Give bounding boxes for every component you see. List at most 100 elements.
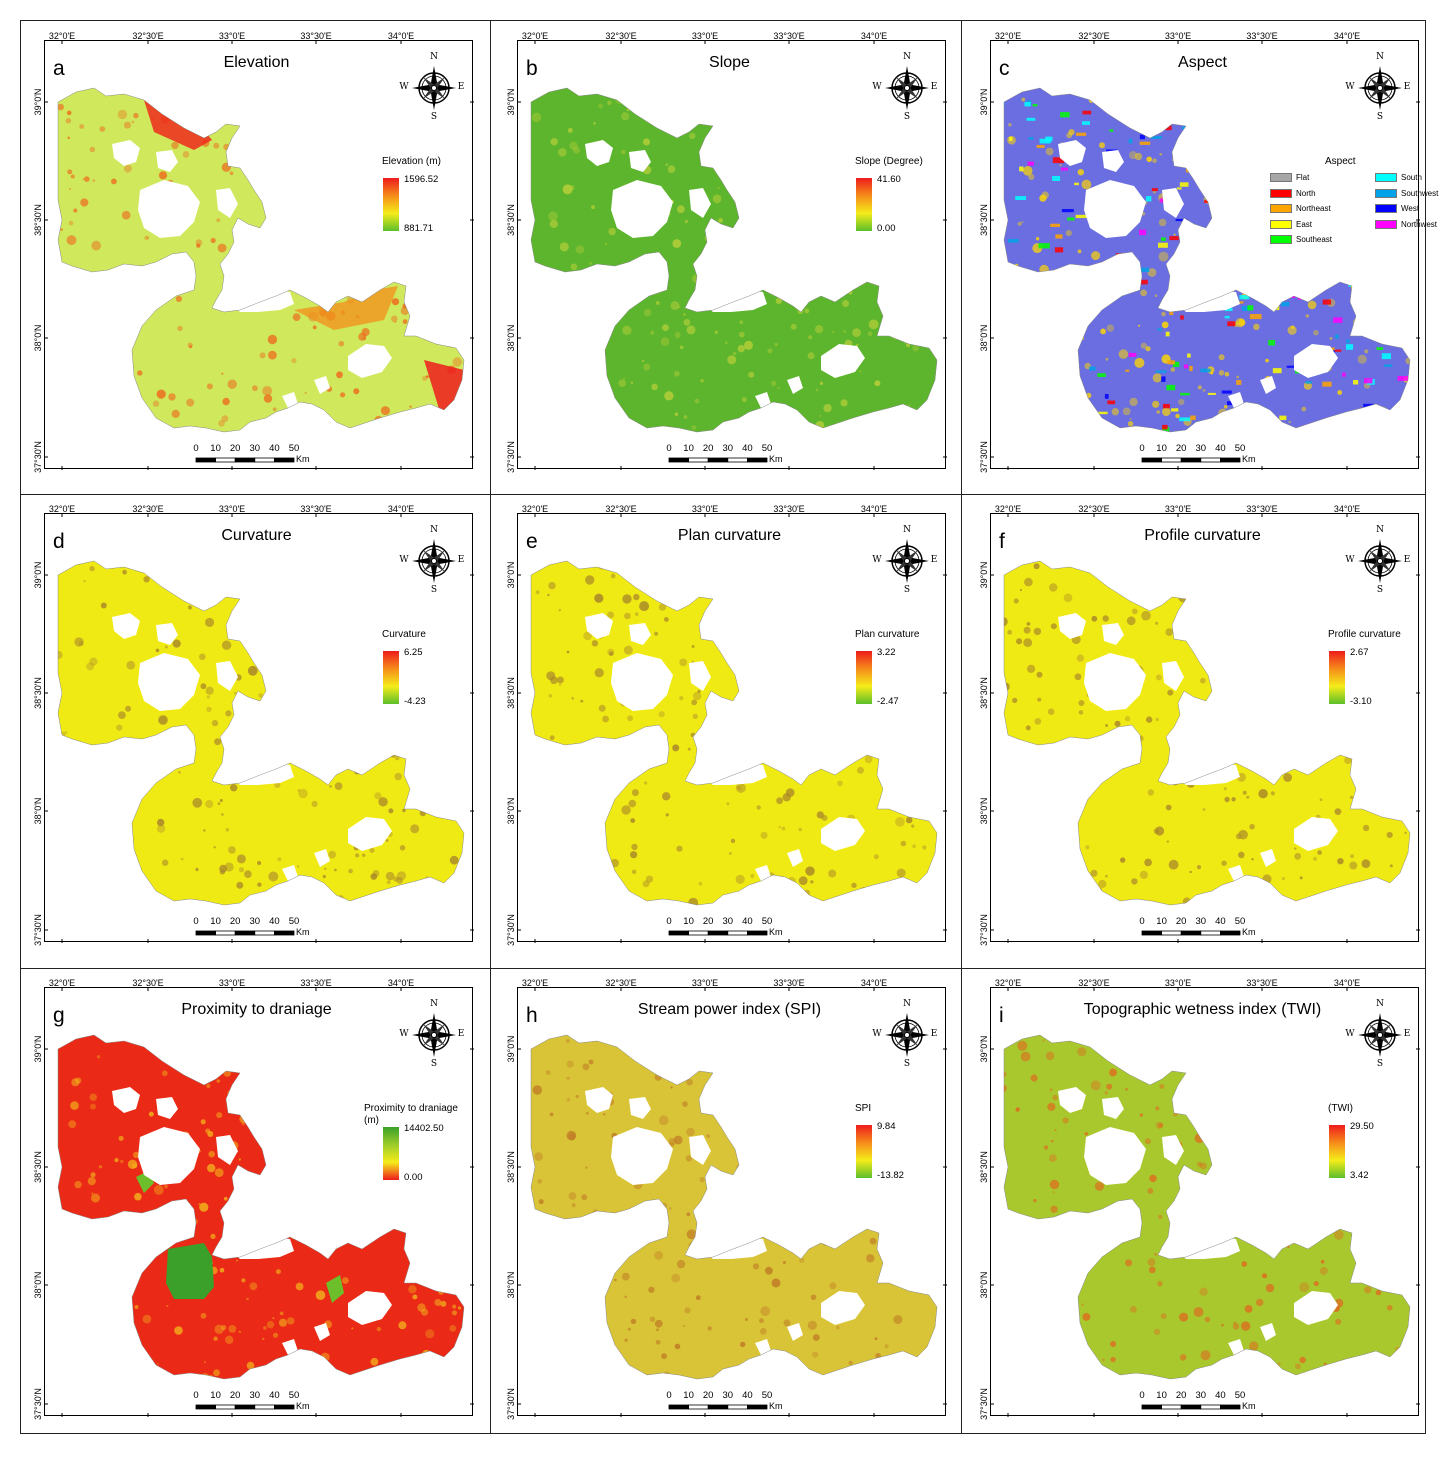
lon-tick-label: 32°0'E: [48, 978, 76, 988]
scale-label: 0: [666, 916, 672, 927]
compass-letter-e: E: [457, 555, 465, 565]
legend-swatch: [1375, 219, 1397, 229]
compass-letter-s: S: [903, 112, 911, 122]
lat-tick-label: 37°30'N: [979, 1388, 989, 1420]
lon-tick-label: 32°0'E: [521, 978, 549, 988]
scale-label: 30: [722, 1390, 734, 1401]
scale-bar: [668, 457, 768, 463]
panel-title: Aspect: [1178, 54, 1227, 71]
lon-tick-label: 32°30'E: [132, 31, 164, 41]
scale-label: 30: [249, 916, 261, 927]
legend-max-value: 3.22: [877, 647, 896, 658]
map-frame: [990, 987, 1419, 1416]
lat-tick-label: 38°0'N: [33, 324, 43, 352]
lon-tick-label: 32°30'E: [605, 978, 637, 988]
lon-tick-label: 34°0'E: [860, 504, 888, 514]
legend-title: Elevation (m): [382, 156, 441, 167]
scale-label: 10: [683, 916, 694, 927]
compass-letter-n: N: [903, 525, 911, 535]
compass-letter-w: W: [399, 82, 409, 92]
legend-swatch: [1375, 188, 1397, 198]
map-panel-i: 32°0'E 32°30'E 33°0'E 33°30'E 34°0'E 39°0'N 38…: [979, 978, 1444, 1458]
lat-tick-label: 39°0'N: [33, 561, 43, 589]
scale-unit: Km: [296, 454, 310, 464]
scale-label: 50: [288, 443, 300, 454]
scale-label: 50: [1234, 443, 1246, 454]
legend-swatch: [1375, 204, 1397, 213]
scale-unit: Km: [1242, 1401, 1256, 1411]
scale-unit: Km: [296, 1401, 310, 1411]
legend-color-ramp: [1329, 1125, 1345, 1178]
legend-swatch: [1270, 235, 1292, 244]
scale-label: 30: [1195, 443, 1207, 454]
scale-label: 40: [269, 1390, 280, 1401]
scale-label: 10: [1156, 916, 1167, 927]
compass-letter-e: E: [457, 82, 465, 92]
panel-title: Stream power index (SPI): [637, 1001, 822, 1018]
map-panel-g: 32°0'E 32°30'E 33°0'E 33°30'E 34°0'E 39°0'N 38…: [33, 978, 515, 1458]
lon-tick-label: 32°30'E: [1078, 31, 1110, 41]
legend-item-north: North: [1270, 188, 1316, 198]
north-arrow-icon: [412, 539, 456, 583]
legend-min-value: -4.23: [404, 696, 426, 707]
panel-letter: d: [53, 530, 65, 553]
compass-letter-e: E: [930, 555, 938, 565]
scale-unit: Km: [1242, 927, 1256, 937]
lat-tick-label: 37°30'N: [979, 441, 989, 473]
lat-tick-label: 38°0'N: [33, 797, 43, 825]
legend-item-south: South: [1375, 173, 1422, 182]
scale-bar: [1141, 457, 1241, 463]
legend-max-value: 29.50: [1350, 1121, 1374, 1132]
lon-tick-label: 32°30'E: [132, 978, 164, 988]
compass-letter-s: S: [430, 112, 438, 122]
map-panel-c: 32°0'E 32°30'E 33°0'E 33°30'E 34°0'E 39°0'N 38…: [979, 31, 1444, 511]
legend-label: Flat: [1296, 173, 1310, 182]
scale-label: 40: [1215, 916, 1226, 927]
lat-tick-label: 38°0'N: [506, 324, 516, 352]
legend-item-west: West: [1375, 204, 1419, 213]
lat-tick-label: 39°0'N: [506, 1035, 516, 1063]
panel-letter: i: [999, 1004, 1004, 1027]
study-area-raster: [58, 88, 464, 432]
scale-label: 20: [702, 1390, 714, 1401]
compass-letter-e: E: [1403, 82, 1411, 92]
north-arrow-icon: [1358, 539, 1402, 583]
scale-unit: Km: [769, 454, 783, 464]
lat-tick-label: 39°0'N: [979, 1035, 989, 1063]
lon-tick-label: 33°0'E: [691, 504, 719, 514]
lon-tick-label: 33°0'E: [218, 31, 246, 41]
legend-min-value: 3.42: [1350, 1170, 1369, 1181]
legend-item-northeast: Northeast: [1270, 204, 1331, 213]
panel-letter: e: [526, 530, 538, 553]
legend-item-northwest: Northwest: [1375, 219, 1437, 229]
map-frame: [44, 987, 473, 1416]
map-svg: [517, 513, 947, 943]
map-panel-b: 32°0'E 32°30'E 33°0'E 33°30'E 34°0'E 39°0'N 38…: [506, 31, 988, 511]
lon-tick-label: 32°0'E: [48, 31, 76, 41]
scale-unit: Km: [769, 1401, 783, 1411]
scale-label: 50: [288, 916, 300, 927]
lon-tick-label: 32°30'E: [605, 31, 637, 41]
legend-item-flat: Flat: [1270, 173, 1309, 182]
lon-tick-label: 32°0'E: [994, 31, 1022, 41]
legend-max-value: 9.84: [877, 1121, 896, 1132]
panel-divider: [490, 20, 491, 1434]
panel-title: Curvature: [221, 527, 292, 544]
study-area-raster: [531, 1035, 937, 1379]
compass-letter-s: S: [430, 1059, 438, 1069]
lat-tick-label: 38°0'N: [506, 797, 516, 825]
lat-tick-label: 38°30'N: [33, 1151, 43, 1183]
compass-letter-w: W: [1345, 1029, 1355, 1039]
map-frame: [990, 40, 1419, 469]
legend-swatch: [1375, 173, 1397, 182]
lon-tick-label: 34°0'E: [860, 31, 888, 41]
scale-label: 0: [193, 443, 199, 454]
compass-letter-n: N: [1376, 52, 1384, 62]
scale-label: 0: [1139, 916, 1145, 927]
lon-tick-label: 33°0'E: [218, 978, 246, 988]
scale-label: 30: [249, 1390, 261, 1401]
legend-item-southwest: Southwest: [1375, 188, 1438, 198]
map-panel-h: 32°0'E 32°30'E 33°0'E 33°30'E 34°0'E 39°0'N 38…: [506, 978, 988, 1458]
lat-tick-label: 38°30'N: [979, 204, 989, 236]
panel-title: Profile curvature: [1144, 527, 1261, 544]
